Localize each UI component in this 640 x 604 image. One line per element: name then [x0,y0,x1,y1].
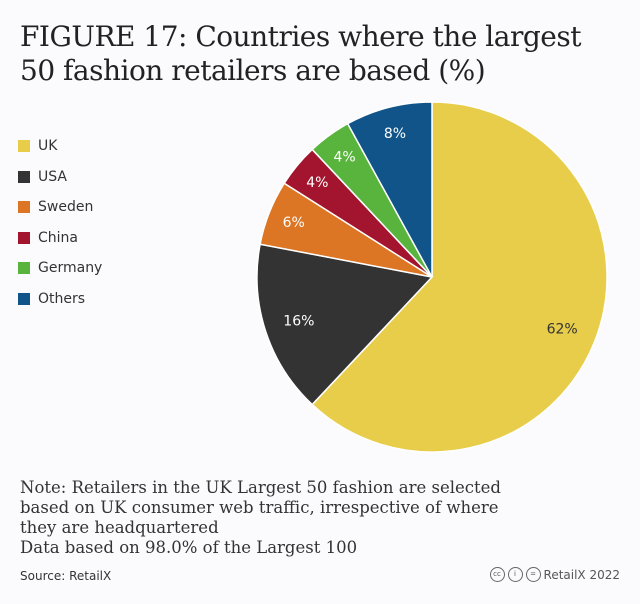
data-label-germany: 4% [333,150,355,166]
legend-swatch [18,201,30,213]
legend-label: UK [38,138,58,154]
note-line: Note: Retailers in the UK Largest 50 fas… [20,478,501,497]
slice-usa [256,243,434,406]
credit: cc i = RetailX 2022 [489,567,620,582]
cc-icon: cc [489,567,505,582]
legend-label: China [38,229,78,246]
legend-swatch [18,140,30,152]
data-label-sweden: 6% [283,215,305,231]
legend-swatch [18,231,30,244]
legend-item-others: Others [18,291,85,307]
note: Note: Retailers in the UK Largest 50 fas… [20,478,620,558]
legend-item-usa: USA [18,169,67,185]
legend-label: Others [38,290,86,307]
legend-item-china: China [18,230,78,246]
note-line: based on UK consumer web traffic, irresp… [20,498,499,517]
note-line: they are headquartered [20,518,219,537]
credit-text: RetailX 2022 [543,567,620,582]
legend-label: Germany [38,260,103,276]
data-label-uk: 62% [547,322,578,338]
no-derivatives-icon: = [525,567,541,582]
legend-label: Sweden [38,199,94,215]
note-line: Data based on 98.0% of the Largest 100 [20,538,358,557]
source: Source: RetailX [20,569,112,583]
attribution-icon: i [507,567,523,582]
data-label-others: 8% [384,126,406,142]
legend-swatch [18,262,30,274]
data-label-usa: 16% [283,313,314,329]
slice-uk [311,101,608,453]
legend-item-uk: UK [18,138,57,154]
legend-item-germany: Germany [18,260,102,276]
legend-swatch [18,292,30,305]
legend-item-sweden: Sweden [18,199,93,215]
slice-others [346,101,433,278]
legend-swatch [18,170,30,183]
legend-label: USA [38,168,67,185]
chart-title: FIGURE 17: Countries where the largest 5… [20,20,581,87]
data-label-china: 4% [306,175,328,191]
